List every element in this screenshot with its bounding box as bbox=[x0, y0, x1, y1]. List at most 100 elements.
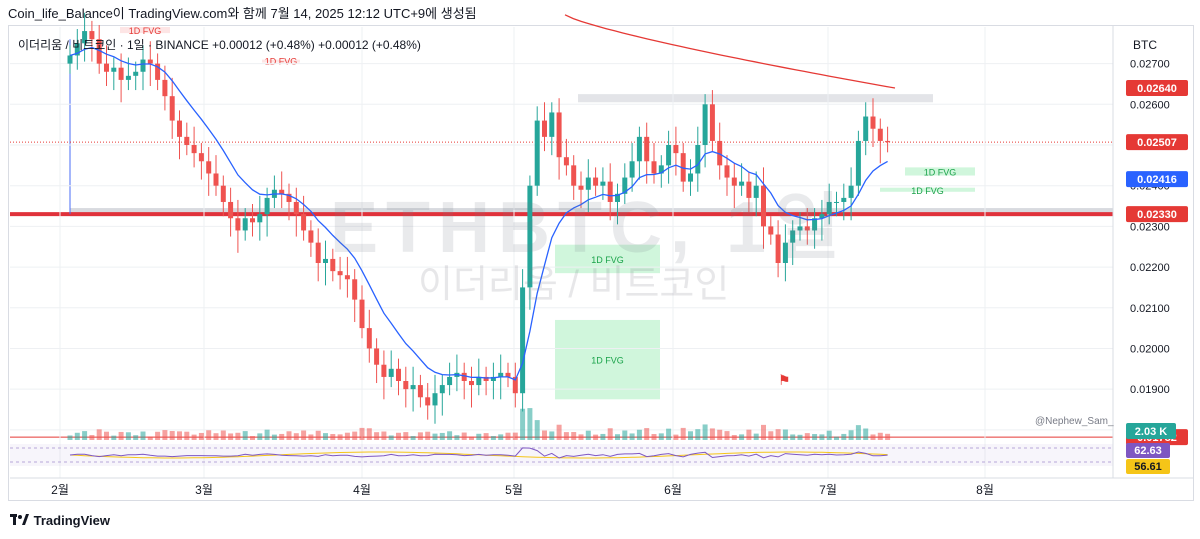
candle-body bbox=[410, 385, 416, 390]
candle-body bbox=[162, 79, 168, 97]
volume-bar bbox=[680, 427, 686, 440]
volume-bar bbox=[242, 431, 248, 440]
ema-line bbox=[69, 46, 888, 381]
chart-frame bbox=[8, 25, 1194, 501]
candle-body bbox=[74, 43, 80, 56]
x-tick-label: 6월 bbox=[664, 483, 682, 497]
y-tick-label: 0.01900 bbox=[1130, 384, 1170, 396]
volume-bar bbox=[855, 425, 861, 440]
candle-body bbox=[731, 177, 737, 186]
candle-body bbox=[709, 104, 715, 141]
grid-layer bbox=[10, 27, 1113, 478]
candle-body bbox=[250, 218, 255, 223]
volume-bar bbox=[870, 434, 876, 440]
volume-bar bbox=[819, 434, 825, 440]
candle-body bbox=[782, 242, 788, 263]
volume-bar bbox=[797, 434, 803, 440]
candle-body bbox=[724, 165, 730, 178]
support-zone bbox=[70, 208, 1113, 217]
candle-body bbox=[600, 181, 606, 186]
x-tick-label: 5월 bbox=[505, 483, 523, 497]
candle-body bbox=[739, 181, 745, 186]
author-tag: @Nephew_Sam_ bbox=[1035, 416, 1114, 427]
volume-bar bbox=[447, 431, 453, 440]
volume-bar bbox=[125, 432, 131, 440]
volume-bar bbox=[111, 435, 117, 440]
volume-bar bbox=[812, 434, 818, 440]
tradingview-logo[interactable]: TradingView bbox=[10, 513, 110, 528]
candle-body bbox=[381, 364, 387, 377]
volume-bar bbox=[155, 431, 161, 440]
candle-body bbox=[439, 385, 445, 394]
volume-bar bbox=[104, 431, 109, 440]
volume-bar bbox=[717, 429, 723, 440]
volume-bar bbox=[841, 433, 847, 440]
price-label-bg bbox=[1126, 171, 1188, 188]
volume-bar bbox=[483, 433, 489, 440]
volume-bar bbox=[425, 431, 431, 440]
rsi-label-bg bbox=[1126, 459, 1170, 474]
volume-bar bbox=[753, 433, 759, 440]
ma200-line bbox=[564, 14, 896, 89]
volume-bar bbox=[593, 434, 599, 440]
price-label-bg bbox=[1126, 80, 1188, 97]
volume-bar bbox=[250, 436, 255, 440]
volume-bar bbox=[162, 430, 168, 440]
axis-unit-label[interactable]: BTC bbox=[1133, 38, 1157, 52]
volume-bar bbox=[308, 434, 314, 440]
y-tick-label: 0.02600 bbox=[1130, 99, 1170, 111]
candle-body bbox=[790, 230, 796, 243]
volume-bar bbox=[133, 435, 139, 440]
watermark-name: 이더리움 / 비트코인 bbox=[418, 264, 730, 306]
rsi-layer bbox=[10, 444, 1113, 466]
volume-bar bbox=[768, 431, 774, 440]
candle-body bbox=[607, 181, 613, 202]
volume-bar bbox=[571, 432, 577, 440]
volume-bar bbox=[235, 432, 241, 440]
candle-body bbox=[352, 279, 358, 300]
candle-body bbox=[644, 136, 650, 162]
candle-body bbox=[636, 136, 642, 162]
rsi-label: 62.63 bbox=[1134, 445, 1162, 457]
candle-body bbox=[344, 275, 350, 280]
candle-body bbox=[257, 214, 263, 223]
fvg-zone bbox=[555, 244, 660, 274]
fvg-zone bbox=[880, 187, 975, 192]
volume-bar bbox=[512, 432, 518, 440]
volume-bar bbox=[636, 429, 642, 440]
fvg-zone bbox=[905, 167, 975, 176]
candle-body bbox=[359, 299, 365, 329]
volume-bar bbox=[724, 431, 730, 440]
volume-bar bbox=[775, 429, 781, 440]
volume-bar bbox=[702, 424, 708, 440]
legend-symbol[interactable]: 이더리움 / 비트코인 · 1일 · BINANCE bbox=[18, 38, 209, 52]
candle-body bbox=[184, 136, 190, 145]
candle-body bbox=[198, 153, 204, 162]
tradingview-logo-icon bbox=[10, 514, 29, 525]
y-tick-label: 0.02200 bbox=[1130, 262, 1170, 274]
candle-body bbox=[330, 258, 336, 272]
rsi-line bbox=[69, 447, 888, 459]
candle-body bbox=[571, 165, 577, 186]
volume-bar bbox=[344, 432, 350, 440]
volume-bar bbox=[315, 430, 321, 440]
price-label-bg bbox=[1126, 134, 1188, 151]
volume-bar bbox=[432, 433, 438, 440]
volume-bar bbox=[476, 433, 482, 440]
candle-body bbox=[505, 372, 511, 377]
candle-body bbox=[855, 140, 861, 186]
volume-bar bbox=[563, 432, 569, 440]
candle-body bbox=[461, 372, 467, 381]
candle-body bbox=[885, 140, 891, 143]
volume-bar bbox=[498, 434, 504, 440]
legend-change: +0.00012 (+0.48%) bbox=[212, 38, 315, 52]
line-layer: ⚑ bbox=[69, 14, 896, 388]
candle-body bbox=[812, 218, 818, 231]
candle-body bbox=[388, 368, 394, 377]
candle-body bbox=[469, 381, 474, 386]
fvg-label: 1D FVG bbox=[591, 356, 624, 366]
volume-bar bbox=[206, 430, 212, 440]
volume-bar bbox=[147, 436, 153, 440]
candle-body bbox=[82, 31, 88, 44]
